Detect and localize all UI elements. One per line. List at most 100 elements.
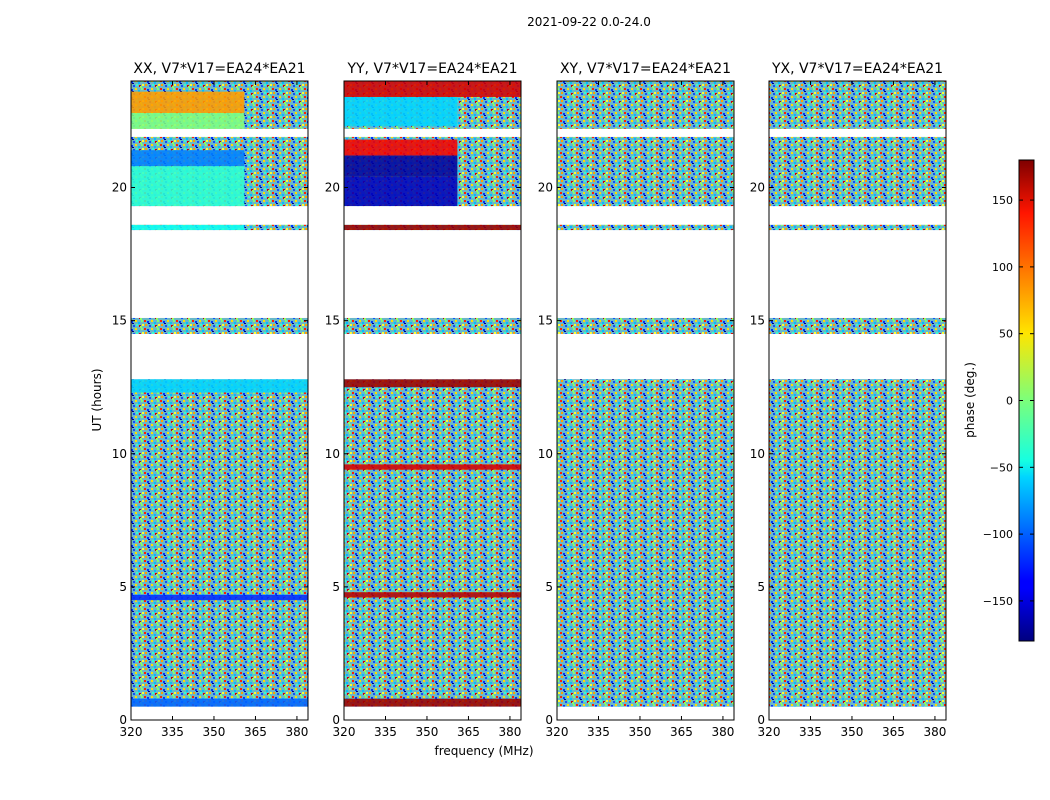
y-tick-label: 10: [325, 447, 340, 461]
suptitle: 2021-09-22 0.0-24.0: [527, 15, 651, 29]
colorbar-tick-label: 0: [1006, 395, 1013, 408]
phase-block: [131, 112, 245, 129]
phase-block: [344, 155, 458, 177]
y-tick-label: 0: [545, 713, 553, 727]
phase-block: [131, 91, 245, 113]
phase-block: [131, 150, 245, 167]
panels: XX, V7*V17=EA24*EA21 320 335 350 365 380 0 5 10 1…: [112, 61, 947, 739]
phase-block: [131, 594, 308, 601]
x-tick-label: 380: [285, 725, 308, 739]
x-tick-label: 365: [244, 725, 267, 739]
y-tick-label: 0: [757, 713, 765, 727]
phase-block: [344, 698, 521, 707]
y-tick-label: 0: [119, 713, 127, 727]
y-tick-label: 20: [112, 181, 127, 195]
y-tick-label: 10: [112, 447, 127, 461]
data-gap: [557, 333, 734, 380]
x-tick-label: 380: [923, 725, 946, 739]
data-gap: [557, 706, 734, 720]
y-tick-label: 20: [538, 181, 553, 195]
panel-title: XX, V7*V17=EA24*EA21: [133, 61, 305, 77]
y-tick-label: 5: [332, 580, 340, 594]
phase-heatmap: [769, 81, 946, 720]
x-tick-label: 365: [882, 725, 905, 739]
phase-block: [344, 139, 458, 156]
data-gap: [557, 206, 734, 225]
x-tick-label: 320: [120, 725, 143, 739]
y-tick-label: 20: [325, 181, 340, 195]
x-axis-label: frequency (MHz): [434, 744, 533, 758]
phase-block: [344, 592, 521, 598]
data-gap: [344, 706, 521, 720]
y-tick-label: 15: [538, 314, 553, 328]
x-tick-label: 365: [670, 725, 693, 739]
phase-block: [131, 379, 308, 393]
colorbar-tick-label: 150: [992, 194, 1013, 207]
y-tick-label: 5: [545, 580, 553, 594]
panel-4: YX, V7*V17=EA24*EA21 320 335 350 365 380 0 5 10 1…: [750, 61, 947, 739]
data-gap: [131, 128, 308, 137]
x-tick-label: 350: [841, 725, 864, 739]
panel-frame: [130, 80, 309, 721]
colorbar-tick-label: 100: [992, 261, 1013, 274]
colorbar: 150 100 50 0 −50 −100 −150: [983, 159, 1035, 642]
data-gap: [131, 706, 308, 720]
phase-block: [344, 464, 521, 470]
data-gap: [344, 230, 521, 318]
phase-block: [131, 166, 245, 207]
panel-2: YY, V7*V17=EA24*EA21 320 335 350 365 380 0 5 10 1…: [325, 61, 522, 739]
x-tick-label: 320: [333, 725, 356, 739]
data-gap: [344, 206, 521, 225]
y-tick-label: 20: [750, 181, 765, 195]
data-gap: [769, 230, 946, 318]
data-gap: [344, 333, 521, 380]
phase-block: [131, 224, 245, 231]
x-tick-label: 380: [711, 725, 734, 739]
phase-heatmap: [557, 81, 734, 720]
x-tick-label: 380: [498, 725, 521, 739]
x-tick-label: 320: [546, 725, 569, 739]
phase-block: [344, 81, 521, 97]
colorbar-ticks: 150 100 50 0 −50 −100 −150: [983, 194, 1034, 608]
x-tick-label: 350: [629, 725, 652, 739]
panel-3: XY, V7*V17=EA24*EA21 320 335 350 365 380 0 5 10 1…: [538, 61, 735, 739]
x-tick-label: 320: [758, 725, 781, 739]
panel-title: YX, V7*V17=EA24*EA21: [771, 61, 943, 77]
colorbar-tick-label: −50: [990, 461, 1013, 474]
x-tick-label: 335: [587, 725, 610, 739]
y-tick-label: 5: [757, 580, 765, 594]
panel-title: YY, V7*V17=EA24*EA21: [346, 61, 517, 77]
data-gap: [769, 333, 946, 380]
x-tick-label: 335: [799, 725, 822, 739]
panel-1: XX, V7*V17=EA24*EA21 320 335 350 365 380 0 5 10 1…: [112, 61, 309, 739]
colorbar-label: phase (deg.): [963, 362, 977, 438]
phase-block: [344, 379, 521, 388]
data-gap: [769, 206, 946, 225]
colorbar-tick-label: 50: [999, 328, 1013, 341]
x-tick-label: 350: [416, 725, 439, 739]
phase-block: [344, 96, 458, 127]
panel-frame: [768, 80, 947, 721]
y-axis-label: UT (hours): [90, 368, 104, 431]
panel-title: XY, V7*V17=EA24*EA21: [560, 61, 731, 77]
data-gap: [131, 333, 308, 380]
x-tick-label: 335: [161, 725, 184, 739]
colorbar-tick-label: −100: [983, 528, 1013, 541]
data-gap: [557, 230, 734, 318]
data-gap: [557, 128, 734, 137]
data-gap: [131, 206, 308, 225]
y-tick-label: 15: [325, 314, 340, 328]
phase-block: [344, 176, 458, 207]
y-tick-label: 15: [112, 314, 127, 328]
y-tick-label: 10: [538, 447, 553, 461]
x-tick-label: 335: [374, 725, 397, 739]
panel-frame: [556, 80, 735, 721]
panel-frame: [343, 80, 522, 721]
x-tick-label: 350: [203, 725, 226, 739]
y-tick-label: 15: [750, 314, 765, 328]
data-gap: [769, 706, 946, 720]
data-gap: [131, 230, 308, 318]
x-tick-label: 365: [457, 725, 480, 739]
colorbar-tick-label: −150: [983, 595, 1013, 608]
